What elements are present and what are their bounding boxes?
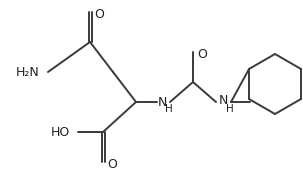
- Text: O: O: [107, 158, 117, 170]
- Text: N: N: [218, 95, 228, 107]
- Text: O: O: [197, 48, 207, 61]
- Text: H: H: [226, 104, 234, 114]
- Text: N: N: [157, 96, 167, 109]
- Text: H: H: [165, 104, 173, 114]
- Text: H₂N: H₂N: [16, 65, 40, 79]
- Text: HO: HO: [50, 125, 70, 138]
- Text: O: O: [94, 8, 104, 21]
